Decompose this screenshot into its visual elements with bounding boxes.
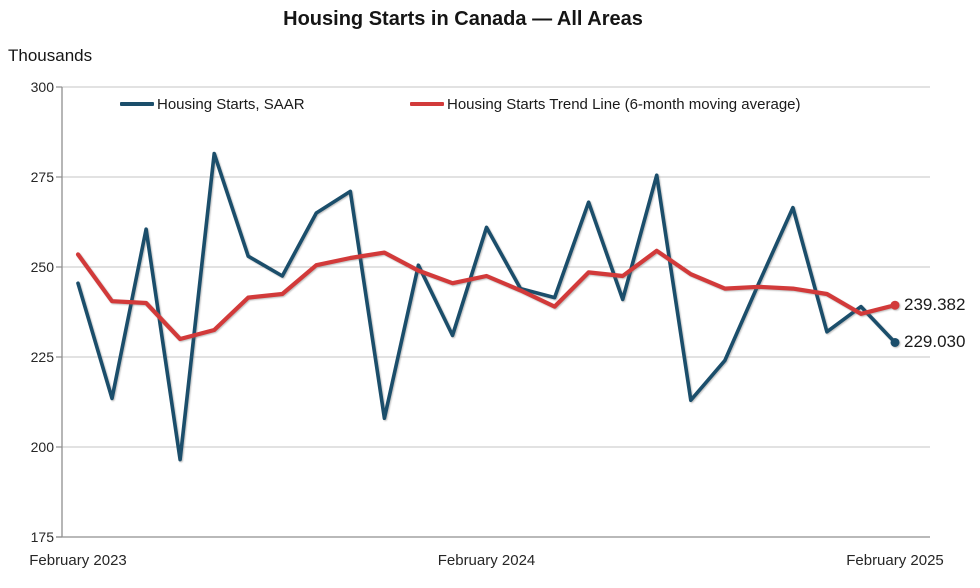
y-axis-tick-label: 250 <box>30 259 54 275</box>
trend-end-marker <box>890 300 900 310</box>
gridlines <box>62 86 930 448</box>
saar-line <box>76 151 897 462</box>
legend-label-saar: Housing Starts, SAAR <box>157 95 305 113</box>
y-axis-tick-label: 300 <box>30 79 54 95</box>
saar-line-swatch <box>120 102 154 106</box>
chart-title: Housing Starts in Canada — All Areas <box>283 8 643 30</box>
y-axis-tick-label: 200 <box>30 439 54 455</box>
axes <box>56 86 930 538</box>
legend-item-trend: Housing Starts Trend Line (6-month movin… <box>410 95 801 113</box>
saar-end-marker <box>890 337 900 347</box>
x-axis-tick-label: February 2024 <box>437 552 536 569</box>
trend-line <box>75 248 898 342</box>
legend-label-trend: Housing Starts Trend Line (6-month movin… <box>447 95 801 113</box>
saar-end-value-label: 229.030 <box>904 332 966 352</box>
trend-end-value-label: 239.382 <box>904 295 966 315</box>
x-axis-tick-label: February 2025 <box>846 552 944 569</box>
y-axis-tick-label: 275 <box>30 169 54 185</box>
x-axis-tick-label: February 2023 <box>29 552 127 569</box>
y-axis-units-label: Thousands <box>8 46 93 65</box>
series-lines <box>75 151 900 462</box>
y-axis-tick-label: 175 <box>30 529 54 545</box>
y-axis-tick-label: 225 <box>30 349 54 365</box>
legend-item-saar: Housing Starts, SAAR <box>120 95 305 113</box>
trend-line-swatch <box>410 102 444 106</box>
